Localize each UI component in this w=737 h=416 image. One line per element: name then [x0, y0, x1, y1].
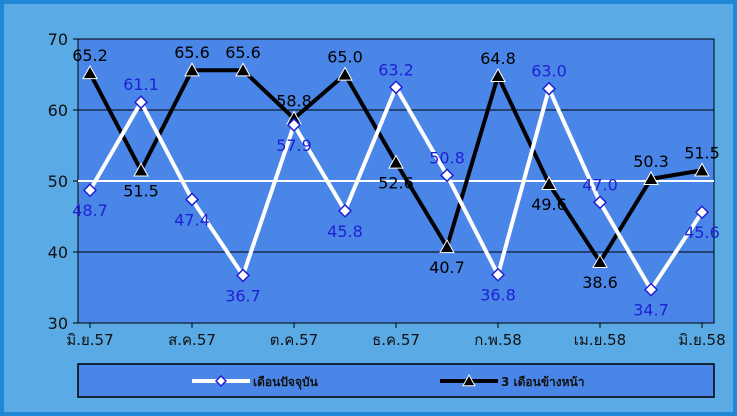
data-label-next-3-months: 58.8 [276, 92, 312, 111]
y-axis: 30 40 50 60 70 [48, 30, 78, 333]
point-next-3-months [541, 175, 557, 190]
point-current-month [235, 268, 251, 283]
data-label-next-3-months: 40.7 [429, 258, 465, 277]
legend-label-next-3-months: 3 เดือนข้างหน้า [501, 375, 584, 389]
series-group [82, 62, 710, 297]
data-label-next-3-months: 50.3 [633, 152, 669, 171]
legend-marker-triangle [462, 373, 476, 387]
x-tick-label: ก.พ.58 [474, 331, 522, 349]
data-label-current-month: 61.1 [123, 75, 159, 94]
data-label-next-3-months: 65.2 [72, 46, 108, 65]
legend: เดือนปัจจุบัน 3 เดือนข้างหน้า [77, 363, 715, 398]
data-label-current-month: 63.0 [531, 62, 567, 81]
data-labels: 48.7 61.1 47.4 36.7 57.9 45.8 63.2 50.8 36.8 63.0… [72, 43, 720, 319]
point-next-3-months [592, 253, 608, 269]
data-label-next-3-months: 52.6 [378, 174, 414, 193]
point-current-month [337, 203, 353, 218]
data-label-next-3-months: 64.8 [480, 49, 516, 68]
x-tick-label: มิ.ย.58 [678, 331, 725, 349]
data-label-current-month: 45.6 [684, 223, 720, 242]
x-tick-label: เม.ย.58 [574, 331, 626, 349]
data-label-current-month: 57.9 [276, 136, 312, 155]
point-current-month [592, 195, 608, 210]
point-next-3-months [184, 62, 200, 77]
point-next-3-months [337, 66, 353, 81]
y-tick-label-30: 30 [48, 314, 68, 333]
point-next-3-months [82, 65, 98, 80]
data-label-next-3-months: 65.6 [225, 43, 261, 62]
point-current-month [184, 192, 200, 207]
point-current-month [82, 183, 98, 198]
point-current-month [133, 95, 149, 110]
x-tick-label: ส.ค.57 [168, 331, 216, 349]
data-label-current-month: 36.7 [225, 286, 261, 305]
y-tick-label-70: 70 [48, 30, 68, 49]
point-next-3-months [388, 154, 404, 169]
point-current-month [286, 117, 302, 132]
data-label-current-month: 36.8 [480, 286, 516, 305]
data-label-next-3-months: 51.5 [684, 143, 720, 162]
x-tick-label: ธ.ค.57 [372, 331, 420, 349]
point-current-month [694, 205, 710, 220]
point-next-3-months [133, 162, 149, 177]
x-tick-label: มิ.ย.57 [66, 331, 113, 349]
point-next-3-months [439, 239, 455, 254]
point-next-3-months [643, 170, 659, 185]
point-current-month [490, 267, 506, 282]
point-next-3-months [490, 67, 506, 83]
data-label-next-3-months: 51.5 [123, 181, 159, 200]
x-axis: มิ.ย.57 ส.ค.57 ต.ค.57 ธ.ค.57 ก.พ.58 เม.ย.58 มิ… [66, 323, 726, 349]
data-label-current-month: 45.8 [327, 222, 363, 241]
point-current-month [439, 168, 455, 183]
y-tick-label-50: 50 [48, 172, 68, 191]
y-tick-label-40: 40 [48, 243, 68, 262]
data-label-current-month: 34.7 [633, 301, 669, 320]
legend-marker-diamond [214, 374, 228, 388]
data-label-current-month: 48.7 [72, 201, 108, 220]
point-current-month [388, 80, 404, 95]
data-label-next-3-months: 65.6 [174, 43, 210, 62]
point-current-month [643, 282, 659, 297]
data-label-current-month: 47.4 [174, 210, 210, 229]
data-label-current-month: 50.8 [429, 148, 465, 167]
point-current-month [541, 81, 557, 96]
data-label-next-3-months: 38.6 [582, 273, 618, 292]
point-next-3-months [694, 162, 710, 177]
legend-box [77, 363, 715, 398]
y-tick-label-60: 60 [48, 101, 68, 120]
data-label-current-month: 47.0 [582, 175, 618, 194]
data-label-current-month: 63.2 [378, 60, 414, 79]
point-next-3-months [235, 62, 251, 77]
x-tick-label: ต.ค.57 [270, 331, 318, 349]
data-label-next-3-months: 65.0 [327, 48, 363, 67]
data-label-next-3-months: 49.6 [531, 195, 567, 214]
legend-label-current-month: เดือนปัจจุบัน [253, 375, 319, 390]
